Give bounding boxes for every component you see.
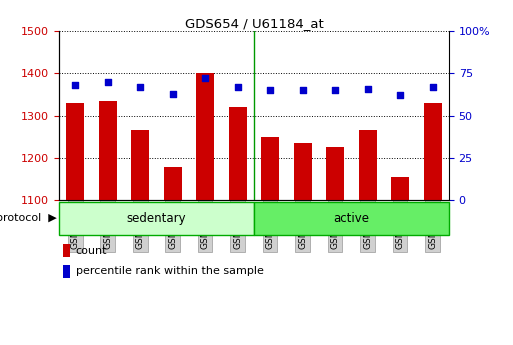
Bar — [99, 101, 116, 200]
Point — [299, 87, 307, 93]
Bar — [424, 103, 442, 200]
Text: active: active — [333, 212, 369, 225]
Point — [233, 84, 242, 90]
Bar — [294, 143, 311, 200]
Bar — [131, 130, 149, 200]
Bar — [359, 130, 377, 200]
Point — [331, 87, 339, 93]
Point — [266, 87, 274, 93]
Point — [428, 84, 437, 90]
Bar — [254, 202, 449, 235]
Point — [71, 82, 80, 88]
Bar — [261, 137, 279, 200]
Text: count: count — [75, 246, 107, 256]
Bar — [164, 167, 182, 200]
Bar — [59, 202, 254, 235]
Point — [104, 79, 112, 85]
Point — [201, 76, 209, 81]
Point — [396, 92, 404, 98]
Bar — [229, 107, 247, 200]
Text: percentile rank within the sample: percentile rank within the sample — [75, 266, 264, 276]
Bar — [66, 103, 84, 200]
Bar — [391, 177, 409, 200]
Point — [136, 84, 144, 90]
Bar — [196, 73, 214, 200]
Bar — [326, 147, 344, 200]
Point — [364, 86, 372, 91]
Bar — [63, 265, 70, 277]
Bar — [63, 244, 70, 257]
Point — [169, 91, 177, 96]
Text: sedentary: sedentary — [127, 212, 186, 225]
Text: protocol  ▶: protocol ▶ — [0, 213, 56, 223]
Title: GDS654 / U61184_at: GDS654 / U61184_at — [185, 17, 323, 30]
